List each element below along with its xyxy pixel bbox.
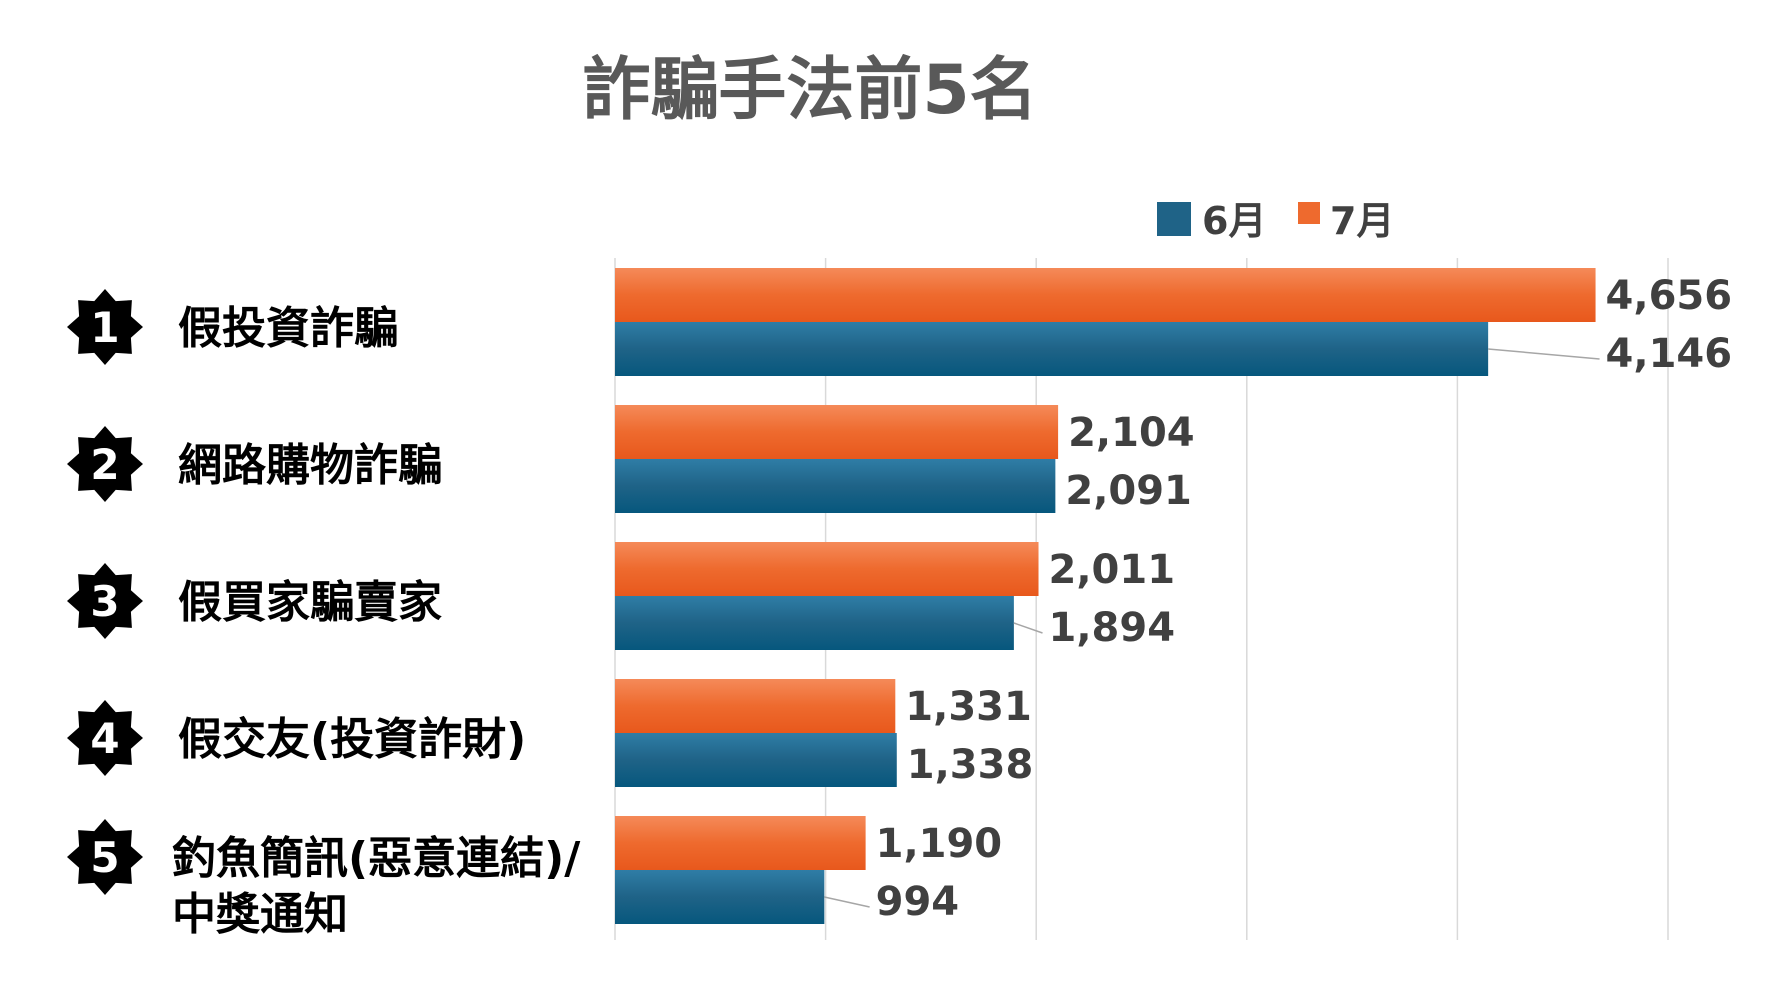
bar-july bbox=[615, 679, 896, 733]
category-label: 假投資詐騙 bbox=[178, 303, 398, 354]
bar-july bbox=[615, 542, 1039, 596]
rank-number: 3 bbox=[90, 577, 119, 626]
rank-number: 1 bbox=[90, 303, 119, 352]
legend-label-july: 7月 bbox=[1330, 199, 1394, 243]
value-label-june: 1,894 bbox=[1049, 605, 1176, 651]
bar-june bbox=[615, 459, 1056, 513]
value-label-july: 2,011 bbox=[1049, 547, 1176, 593]
bars bbox=[615, 268, 1596, 924]
category-labels: 1 假投資詐騙 2 網路購物詐騙 3 假買家騙賣家 4 假交友(投資詐財) 5 釣魚簡訊(惡意連結… bbox=[67, 289, 581, 940]
leader-line bbox=[1488, 348, 1600, 360]
legend: 6月 7月 bbox=[1157, 199, 1394, 243]
category-label: 網路購物詐騙 bbox=[178, 440, 442, 491]
leader-line bbox=[824, 896, 870, 908]
category-label: 假買家騙賣家 bbox=[178, 577, 442, 628]
legend-swatch-july bbox=[1298, 202, 1320, 224]
rank-number: 4 bbox=[90, 714, 119, 763]
bar-july bbox=[615, 816, 866, 870]
category-label: 假交友(投資詐財) bbox=[178, 714, 526, 765]
bar-june bbox=[615, 596, 1014, 650]
rank-badge bbox=[67, 426, 143, 502]
rank-badge bbox=[67, 819, 143, 895]
bar-june bbox=[615, 870, 825, 924]
rank-number: 2 bbox=[90, 440, 119, 489]
value-label-june: 2,091 bbox=[1065, 468, 1192, 514]
bar-june bbox=[615, 733, 897, 787]
rank-number: 5 bbox=[90, 833, 119, 882]
rank-badge bbox=[67, 289, 143, 365]
value-label-june: 994 bbox=[876, 879, 960, 925]
value-label-june: 4,146 bbox=[1606, 331, 1733, 377]
category-label: 釣魚簡訊(惡意連結)/ bbox=[172, 833, 581, 884]
legend-swatch-june bbox=[1157, 202, 1191, 236]
leader-line bbox=[1013, 622, 1043, 634]
bar-july bbox=[615, 405, 1059, 459]
bar-july bbox=[615, 268, 1596, 322]
value-label-july: 4,656 bbox=[1606, 273, 1733, 319]
rank-badge bbox=[67, 563, 143, 639]
value-label-june: 1,338 bbox=[907, 742, 1034, 788]
chart-title: 詐騙手法前5名 bbox=[582, 51, 1037, 130]
bar-june bbox=[615, 322, 1489, 376]
category-label: 中獎通知 bbox=[172, 889, 348, 940]
value-label-july: 1,190 bbox=[876, 821, 1003, 867]
value-label-july: 1,331 bbox=[905, 684, 1032, 730]
data-labels: 4,656 4,146 2,104 2,091 2,011 1,894 1,331 1,338… bbox=[824, 273, 1732, 925]
rank-badge bbox=[67, 700, 143, 776]
value-label-july: 2,104 bbox=[1068, 410, 1195, 456]
legend-label-june: 6月 bbox=[1202, 199, 1266, 243]
